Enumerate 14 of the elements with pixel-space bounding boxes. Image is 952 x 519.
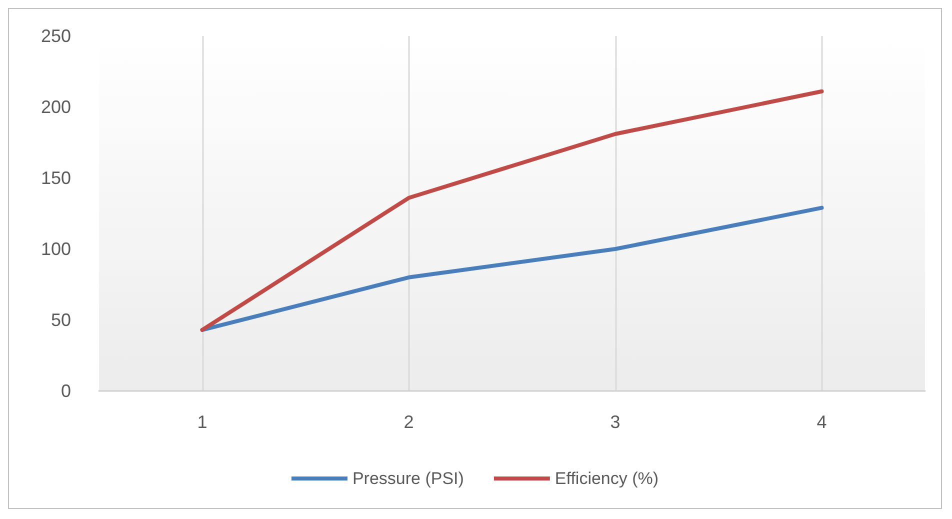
legend-label: Efficiency (%)	[554, 469, 659, 488]
y-tick-label: 250	[40, 26, 71, 46]
y-tick-label: 150	[40, 168, 71, 188]
x-tick-label: 4	[816, 412, 827, 432]
x-tick-label: 3	[610, 412, 620, 432]
x-tick-label: 1	[197, 412, 208, 432]
legend-label: Pressure (PSI)	[352, 469, 464, 488]
x-tick-label: 2	[404, 412, 414, 432]
line-series	[200, 89, 824, 332]
line-series	[200, 206, 824, 332]
y-tick-label: 0	[60, 381, 71, 401]
y-tick-label: 100	[40, 239, 71, 259]
y-tick-label: 50	[50, 310, 71, 330]
y-tick-label: 200	[40, 97, 71, 117]
